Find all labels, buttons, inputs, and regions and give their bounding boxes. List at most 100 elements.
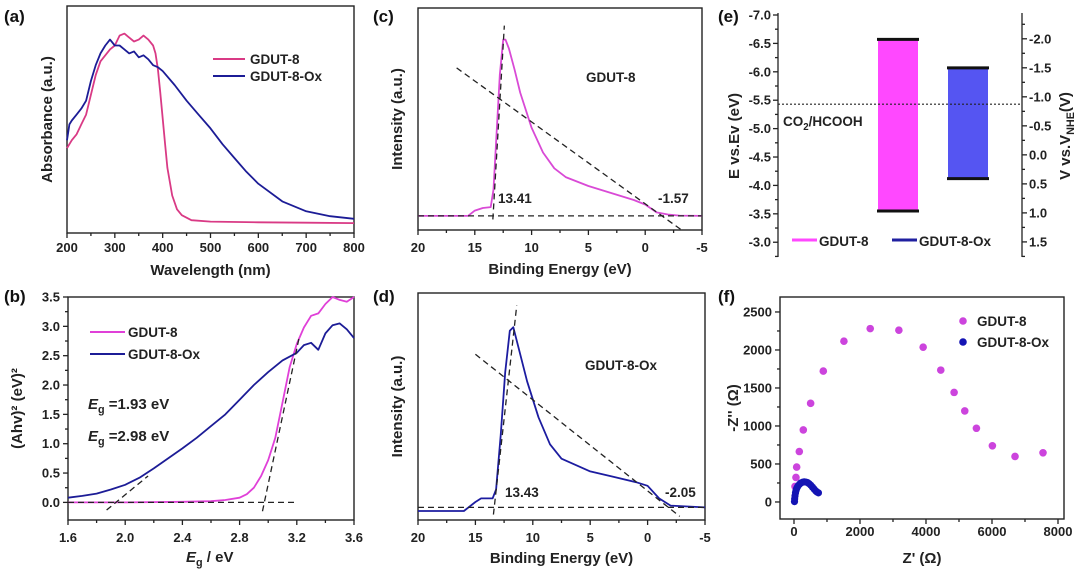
band-gap-label-main: E: [88, 428, 99, 445]
legend-label: GDUT-8-Ox: [919, 234, 992, 249]
band-gap-label-sub: g: [98, 436, 105, 448]
x-tick-label: 20: [411, 530, 425, 545]
plot-frame: [779, 296, 1065, 520]
data-point-gdut-8: [960, 407, 969, 415]
x-axis-title-rest: / eV: [203, 549, 234, 566]
x-axis-title: Binding Energy (eV): [490, 550, 633, 567]
legend-label: GDUT-8: [977, 314, 1027, 329]
y-axis-title: E vs.Ev (eV): [726, 93, 743, 179]
sample-label: GDUT-8-Ox: [585, 358, 658, 373]
x-tick-label: 2.0: [116, 530, 134, 545]
panel-label: (d): [373, 287, 395, 306]
legend-label: GDUT-8-Ox: [250, 69, 323, 84]
series-line-gdut-8-ox: [67, 322, 355, 499]
x-tick-label: -5: [696, 240, 708, 255]
band-gap-label: Eg =2.98 eV: [88, 428, 169, 448]
band-gap-label-sub: g: [98, 404, 105, 416]
x-tick-label: 5: [585, 240, 592, 255]
legend-label: GDUT-8: [819, 234, 869, 249]
x-tick-label: 1.6: [59, 530, 77, 545]
series-line-gdut-8-ox: [418, 326, 706, 512]
x-tick-label: 2.8: [231, 530, 249, 545]
y-tick-label: -6.0: [749, 64, 771, 79]
x-tick-label: 2000: [846, 524, 875, 539]
plot-frame: [417, 292, 706, 521]
y-tick-label: 2500: [743, 304, 772, 319]
x-axis-title: Z' (Ω): [903, 550, 942, 567]
x-tick-label: 0: [790, 524, 797, 539]
right-y-tick-label: -1.5: [1029, 60, 1051, 75]
right-y-tick-label: 0.5: [1029, 176, 1047, 191]
data-point-gdut-8: [919, 343, 927, 351]
reference-line-label-sub: 2: [803, 122, 809, 133]
x-axis-title: Wavelength (nm): [150, 262, 270, 279]
x-tick-label: 15: [468, 530, 482, 545]
series-line-gdut-8-ox: [66, 38, 355, 220]
x-tick-label: 3.2: [288, 530, 306, 545]
right-y-tick-label: -1.0: [1029, 89, 1051, 104]
right-y-tick-label: -0.5: [1029, 118, 1051, 133]
band-gap-label: Eg =1.93 eV: [88, 396, 169, 416]
y-tick-label: 2.0: [42, 378, 60, 393]
band-bar-gdut-8-ox: [948, 67, 988, 179]
y-axis-title: Intensity (a.u.): [389, 356, 406, 458]
x-tick-label: 3.6: [345, 530, 363, 545]
x-tick-label: 0: [642, 240, 649, 255]
x-tick-label: 300: [104, 240, 126, 255]
panel-label: (c): [373, 7, 394, 26]
reference-line-label: CO2/HCOOH: [783, 114, 863, 133]
right-y-tick-label: -2.0: [1029, 31, 1051, 46]
x-tick-label: 400: [152, 240, 174, 255]
x-axis-title: Eg / eV: [186, 549, 233, 569]
legend-marker: [959, 338, 967, 346]
right-y-tick-label: 1.5: [1029, 234, 1047, 249]
y-tick-label: 3.5: [42, 290, 60, 305]
y-tick-label: -4.5: [749, 150, 771, 165]
y-tick-label: 1500: [743, 380, 772, 395]
band-gap-label-rest: =2.98 eV: [105, 428, 170, 445]
y-tick-label: 3.0: [42, 319, 60, 334]
x-tick-label: 10: [524, 240, 538, 255]
data-point-gdut-8: [792, 463, 801, 471]
data-point-gdut-8: [795, 447, 804, 456]
legend-marker: [959, 317, 967, 325]
y-tick-label: 2000: [743, 342, 772, 357]
y-tick-label: 0.0: [42, 495, 60, 510]
y-tick-label: 2.5: [42, 348, 60, 363]
data-point-gdut-8: [950, 388, 958, 397]
legend-label: GDUT-8: [128, 325, 178, 340]
cutoff-label: -2.05: [665, 485, 696, 500]
panel-label: (a): [4, 7, 25, 26]
x-axis-title-main: E: [186, 549, 197, 566]
fit-line-dashed: [106, 475, 149, 511]
data-point-gdut-8: [806, 399, 815, 408]
y-tick-label: 0.5: [42, 466, 60, 481]
y-tick-label: 1000: [743, 418, 772, 433]
data-point-gdut-8: [799, 426, 808, 434]
data-point-gdut-8: [895, 326, 903, 335]
data-point-gdut-8: [1039, 449, 1047, 457]
data-point-gdut-8: [792, 473, 800, 482]
series-line-gdut-8: [418, 38, 703, 217]
panel-label: (f): [718, 287, 735, 306]
x-tick-label: -5: [699, 530, 711, 545]
x-tick-label: 700: [295, 240, 317, 255]
fit-line-dashed: [492, 25, 505, 220]
reference-line-label-main: CO: [783, 114, 803, 129]
y-tick-label: 0: [765, 494, 772, 509]
data-point-gdut-8: [988, 442, 997, 450]
onset-label: 13.41: [498, 191, 532, 206]
x-tick-label: 0: [644, 530, 651, 545]
band-bar-gdut-8: [878, 39, 918, 211]
x-tick-label: 600: [247, 240, 269, 255]
x-tick-label: 6000: [978, 524, 1007, 539]
panel-label: (b): [4, 287, 26, 306]
cutoff-label: -1.57: [658, 191, 689, 206]
y-axis-title: Intensity (a.u.): [389, 68, 406, 170]
band-gap-label-rest: =1.93 eV: [105, 396, 170, 413]
x-tick-label: 8000: [1044, 524, 1073, 539]
onset-label: 13.43: [505, 485, 539, 500]
y-tick-label: -5.5: [749, 93, 771, 108]
x-axis-title: Binding Energy (eV): [488, 261, 631, 278]
band-gap-label-main: E: [88, 396, 99, 413]
